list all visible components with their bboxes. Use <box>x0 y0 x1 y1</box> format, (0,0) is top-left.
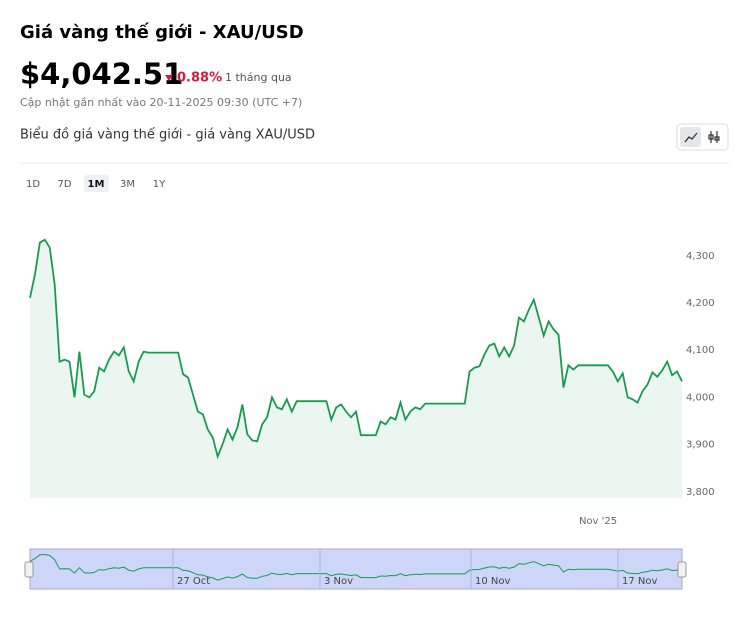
y-tick-label: 4,200 <box>686 298 715 309</box>
change: 0.88% <box>177 71 222 86</box>
tab[interactable]: 1D <box>26 179 40 190</box>
y-tick-label: 3,900 <box>686 440 715 451</box>
tab[interactable]: 3M <box>120 179 135 190</box>
price-line <box>29 238 683 460</box>
line-view[interactable] <box>680 127 701 147</box>
candle-icon[interactable] <box>708 131 720 143</box>
period: 1 tháng qua <box>225 71 292 84</box>
title: Giá vàng thế giới - XAU/USD <box>20 22 304 43</box>
y-tick-label: 4,100 <box>686 345 715 356</box>
nav-label: 3 Nov <box>324 576 353 587</box>
price: $4,042.51 <box>20 57 183 91</box>
nav-label: 10 Nov <box>475 576 511 587</box>
down-arrow <box>165 75 173 81</box>
chart-heading: Biểu đồ giá vàng thế giới - giá vàng XAU… <box>20 128 315 143</box>
y-tick-label: 4,000 <box>686 392 715 403</box>
tab[interactable]: 1Y <box>153 179 166 190</box>
tab[interactable]: 7D <box>57 179 71 190</box>
area <box>30 239 682 498</box>
nav-label: 27 Oct <box>177 576 210 587</box>
x-tick-label: Nov '25 <box>579 516 617 527</box>
updated: Cập nhật gần nhất vào 20-11-2025 09:30 (… <box>20 96 302 109</box>
nav-handle[interactable] <box>677 561 687 578</box>
tab[interactable]: 1M <box>88 179 105 190</box>
line-icon <box>684 132 698 143</box>
tab-active-bg <box>84 175 109 192</box>
nav-label: 17 Nov <box>622 576 658 587</box>
y-tick-label: 4,300 <box>686 251 715 262</box>
y-tick-label: 3,800 <box>686 487 715 498</box>
nav-line <box>29 553 683 581</box>
nav-handle[interactable] <box>24 561 34 578</box>
